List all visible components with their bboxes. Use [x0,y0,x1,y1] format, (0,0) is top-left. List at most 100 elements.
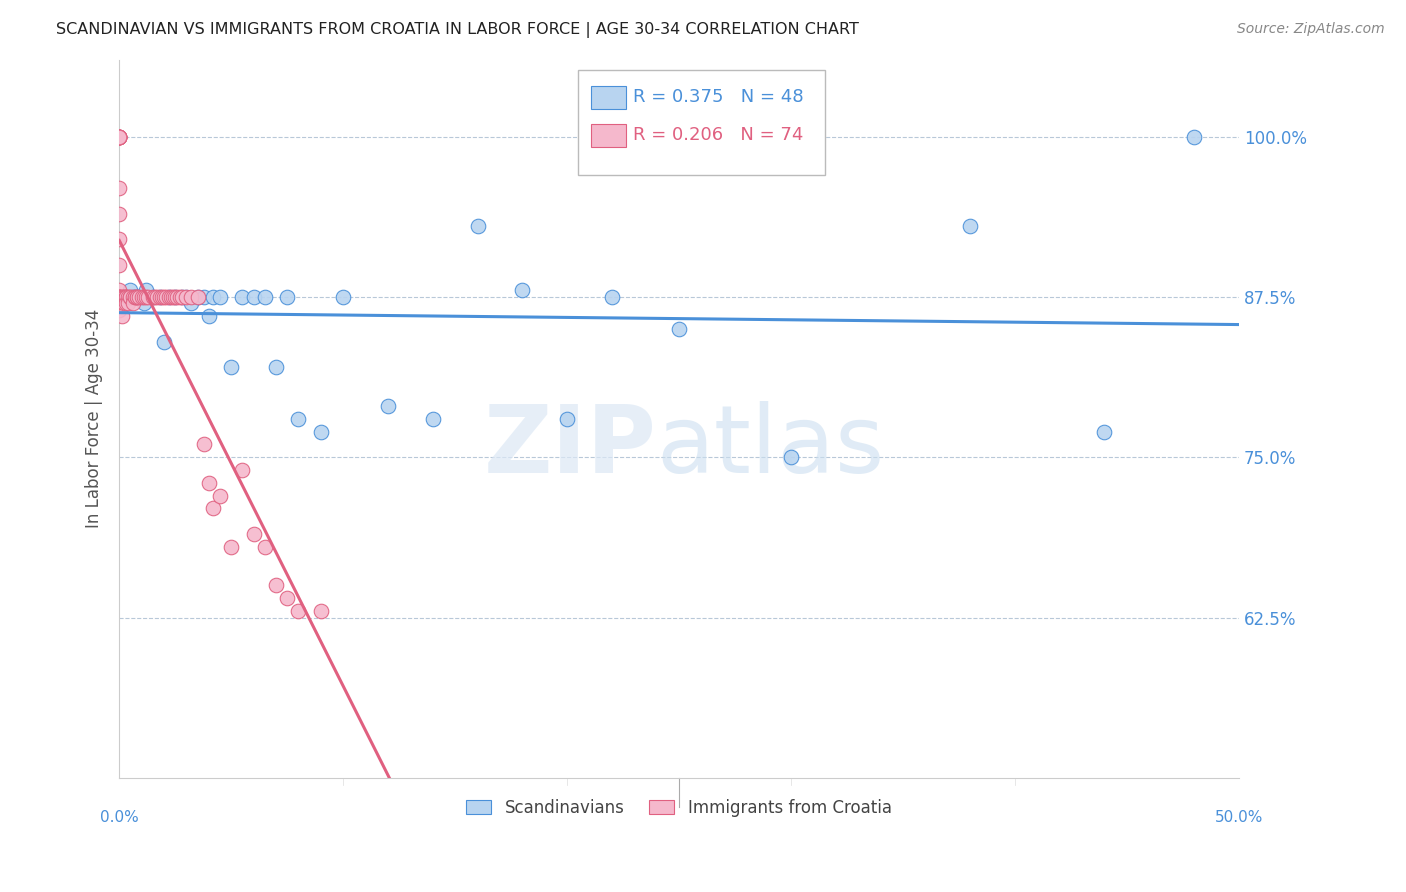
Point [150,290,173,304]
Point [110,290,132,304]
FancyBboxPatch shape [578,70,824,175]
Legend: Scandinavians, Immigrants from Croatia: Scandinavians, Immigrants from Croatia [460,792,898,823]
Point [127,290,149,304]
Point [108,129,131,144]
Point [135,290,157,304]
Point [108,129,131,144]
Point [108,232,131,246]
Point [108,296,131,310]
Point [131,290,153,304]
Point [110,296,132,310]
Point [108,296,131,310]
Point [108,129,131,144]
Text: Source: ZipAtlas.com: Source: ZipAtlas.com [1237,22,1385,37]
Point [187,290,209,304]
Text: R = 0.206   N = 74: R = 0.206 N = 74 [633,126,803,144]
FancyBboxPatch shape [591,124,627,147]
Point [108,302,131,317]
Point [148,290,170,304]
Point [467,219,489,234]
Point [108,129,131,144]
Point [219,540,242,554]
Point [276,591,298,606]
Point [124,290,146,304]
Point [138,290,160,304]
Point [131,290,153,304]
Text: 50.0%: 50.0% [1215,810,1263,825]
Point [309,425,332,439]
Text: ZIP: ZIP [484,401,657,493]
Point [422,411,444,425]
Point [108,129,131,144]
Point [108,129,131,144]
Text: SCANDINAVIAN VS IMMIGRANTS FROM CROATIA IN LABOR FORCE | AGE 30-34 CORRELATION C: SCANDINAVIAN VS IMMIGRANTS FROM CROATIA … [56,22,859,38]
Point [110,290,132,304]
Point [135,284,157,298]
Point [242,527,264,541]
Point [600,290,623,304]
Point [142,290,165,304]
Point [153,334,176,349]
Point [112,296,135,310]
Point [1182,129,1205,144]
Point [132,290,155,304]
Point [165,290,187,304]
Point [127,290,149,304]
Point [117,290,139,304]
Point [166,290,188,304]
Point [121,296,143,310]
Point [208,290,231,304]
Point [115,290,138,304]
Point [169,290,191,304]
Point [276,290,298,304]
Point [176,290,198,304]
Point [108,290,131,304]
Point [108,290,131,304]
Point [193,437,215,451]
Point [219,360,242,375]
Point [264,360,287,375]
Point [202,501,225,516]
Point [198,309,221,323]
Point [193,290,215,304]
Point [142,290,165,304]
Point [110,290,132,304]
FancyBboxPatch shape [591,87,627,109]
Point [208,489,231,503]
Point [332,290,354,304]
Text: R = 0.375   N = 48: R = 0.375 N = 48 [633,88,804,106]
Point [115,296,138,310]
Point [157,290,180,304]
Point [108,181,131,195]
Point [121,290,143,304]
Point [117,296,139,310]
Point [231,463,253,477]
Point [108,258,131,272]
Point [117,290,139,304]
Point [180,290,202,304]
Point [110,309,132,323]
Point [555,411,578,425]
Point [143,290,166,304]
Point [108,290,131,304]
Point [153,290,176,304]
Point [121,290,143,304]
Point [253,540,276,554]
Point [170,290,193,304]
Point [146,290,169,304]
Point [668,322,690,336]
Point [377,399,399,413]
Point [187,290,209,304]
Point [231,290,253,304]
Point [180,296,202,310]
Point [128,290,150,304]
Point [242,290,264,304]
Point [1094,425,1116,439]
Point [170,290,193,304]
Point [108,129,131,144]
Point [124,290,146,304]
Point [287,604,309,618]
Point [124,290,146,304]
Point [120,290,142,304]
Point [120,284,142,298]
